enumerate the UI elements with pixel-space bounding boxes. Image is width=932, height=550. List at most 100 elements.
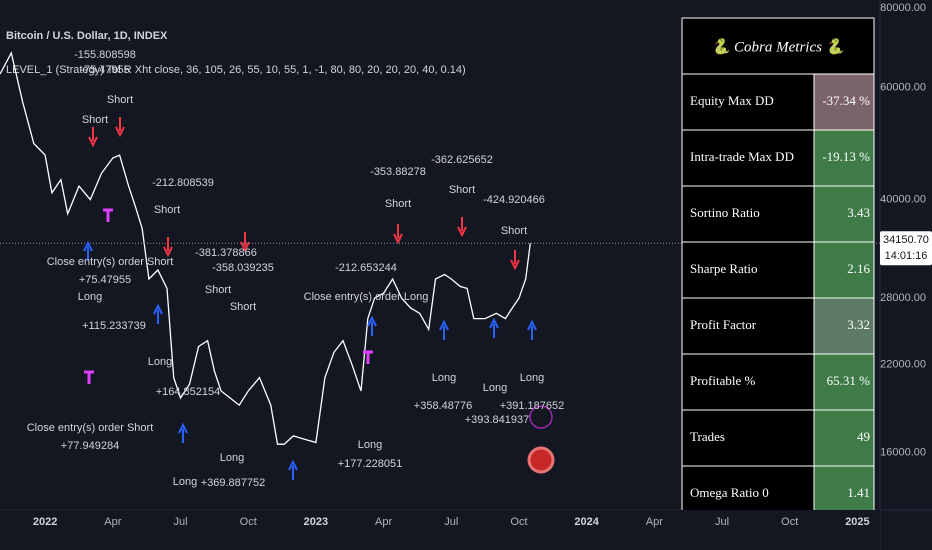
x-tick-label: Oct	[240, 516, 257, 528]
metric-value-cell	[813, 185, 875, 243]
trade-annotation: Long	[432, 372, 456, 384]
long-arrow	[489, 317, 499, 338]
last-price-box	[880, 231, 932, 266]
metric-value-cell	[813, 241, 875, 299]
trade-annotation: +115.233739	[82, 320, 146, 332]
short-arrow	[240, 232, 250, 253]
trade-annotation: +177.228051	[338, 458, 403, 470]
metric-label: Sharpe Ratio	[690, 261, 758, 276]
metric-label: Intra-trade Max DD	[690, 149, 794, 164]
y-tick-label: 22000.00	[880, 359, 926, 371]
trade-annotation: +358.48776	[414, 400, 472, 412]
x-tick-label: Oct	[510, 516, 527, 528]
trade-annotation: -155.808598	[74, 49, 136, 61]
x-tick-label: 2024	[574, 516, 599, 528]
long-arrow	[178, 422, 188, 443]
trade-annotation: -353.88278	[370, 166, 426, 178]
metric-value: 1.41	[847, 485, 870, 500]
y-tick-label: 16000.00	[880, 447, 926, 459]
countdown: 14:01:16	[885, 250, 928, 262]
metric-label-cell	[681, 297, 815, 355]
x-tick-label: Jul	[715, 516, 729, 528]
trade-annotation: +391.187652	[500, 400, 565, 412]
metric-value-cell	[813, 297, 875, 355]
trade-annotation: -75.47955	[80, 64, 130, 76]
trade-annotation: -358.039235	[212, 262, 274, 274]
trade-annotation: Short	[449, 184, 475, 196]
long-arrow	[527, 319, 537, 340]
trade-annotation: Long	[173, 476, 197, 488]
metric-value-cell	[813, 409, 875, 467]
trade-annotation: -362.625652	[431, 154, 493, 166]
metrics-title: 🐍 Cobra Metrics 🐍	[712, 37, 848, 55]
event-icon	[529, 405, 553, 429]
metric-value-cell	[813, 73, 875, 131]
exit-marker	[363, 350, 373, 364]
short-arrow	[393, 224, 403, 245]
trade-annotation: Short	[107, 94, 133, 106]
y-tick-label: 80000.00	[880, 2, 926, 14]
axis-strip	[0, 510, 880, 550]
trade-annotation: -381.378866	[195, 247, 257, 259]
metric-value: -19.13 %	[822, 149, 870, 164]
trade-annotation: -212.653244	[335, 262, 397, 274]
metrics-title-cell	[681, 17, 875, 75]
price-line	[0, 51, 531, 445]
exit-marker	[84, 370, 94, 384]
trade-annotation: +75.47955	[79, 274, 131, 286]
trade-annotation: Close entry(s) order Long	[304, 291, 429, 303]
long-arrow	[439, 319, 449, 340]
trade-annotation: Short	[82, 114, 108, 126]
trade-annotation: Short	[154, 204, 180, 216]
trade-annotation: Short	[230, 301, 256, 313]
trade-annotation: +77.949284	[61, 440, 119, 452]
long-arrow	[83, 240, 93, 261]
trade-annotation: Close entry(s) order Short	[27, 422, 154, 434]
metric-value: -37.34 %	[822, 93, 870, 108]
symbol-title: Bitcoin / U.S. Dollar, 1D, INDEX	[6, 30, 168, 42]
trade-annotation: Long	[220, 452, 244, 464]
metric-label-cell	[681, 185, 815, 243]
trade-annotation: -424.920466	[483, 194, 545, 206]
short-arrow	[88, 127, 98, 148]
trade-annotation: Long	[148, 356, 172, 368]
short-arrow	[457, 217, 467, 238]
x-tick-label: 2025	[845, 516, 869, 528]
x-tick-label: Oct	[781, 516, 798, 528]
metric-label: Trades	[690, 429, 725, 444]
trade-annotation: +164.852154	[156, 386, 221, 398]
metric-value: 3.43	[847, 205, 870, 220]
last-price-label: 34150.70	[883, 234, 929, 246]
y-tick-label: 28000.00	[880, 292, 926, 304]
short-arrow	[163, 237, 173, 258]
trade-annotation: +369.887752	[201, 477, 266, 489]
x-tick-label: 2023	[304, 516, 328, 528]
trade-annotation: +393.841937	[465, 414, 530, 426]
x-tick-label: Apr	[375, 516, 392, 528]
trade-annotation: Long	[483, 382, 507, 394]
long-arrow	[367, 315, 377, 336]
metric-value-cell	[813, 129, 875, 187]
exit-marker	[103, 208, 113, 222]
x-tick-label: Jul	[173, 516, 187, 528]
short-arrow	[115, 117, 125, 138]
trade-annotation: Long	[358, 439, 382, 451]
trade-annotation: Long	[520, 372, 544, 384]
trade-annotation: Short	[205, 284, 231, 296]
metric-label: Equity Max DD	[690, 93, 774, 108]
long-arrow	[153, 303, 163, 324]
metric-value: 65.31 %	[827, 373, 871, 388]
short-arrow	[510, 250, 520, 271]
flag-icon	[527, 446, 555, 474]
metric-value: 3.32	[847, 317, 870, 332]
y-tick-label: 40000.00	[880, 194, 926, 206]
x-tick-label: Apr	[104, 516, 121, 528]
metric-label: Sortino Ratio	[690, 205, 760, 220]
metric-value: 49	[857, 429, 870, 444]
strategy-line: LEVEL_1 (Strategy) Tol R Xht close, 36, …	[6, 64, 466, 76]
metric-label: Profit Factor	[690, 317, 757, 332]
trade-annotation: Close entry(s) order Short	[47, 256, 174, 268]
y-tick-label: 60000.00	[880, 82, 926, 94]
x-tick-label: Jul	[444, 516, 458, 528]
